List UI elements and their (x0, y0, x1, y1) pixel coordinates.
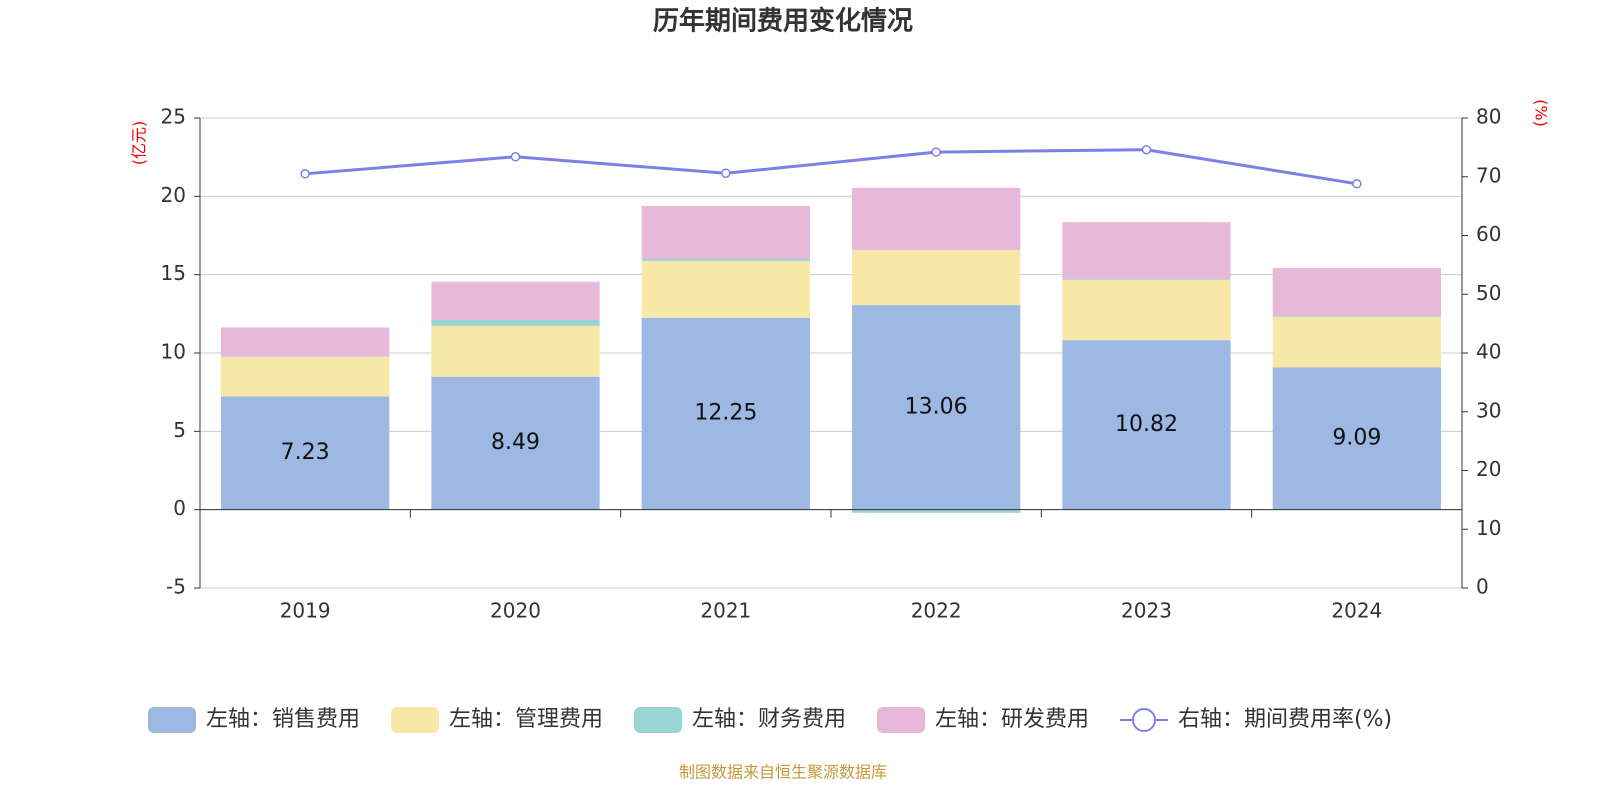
data-label: 7.23 (281, 440, 330, 465)
bar-segment (1272, 268, 1441, 317)
legend-label: 左轴：管理费用 (449, 707, 603, 732)
y2-tick-label: 40 (1476, 340, 1501, 364)
bar-segment (221, 327, 390, 357)
bar-segment (1062, 222, 1231, 280)
bar-segment (1272, 316, 1441, 317)
bar-segment (431, 281, 600, 320)
data-label: 9.09 (1332, 425, 1381, 450)
bar-segment (641, 259, 810, 261)
y2-tick-label: 30 (1476, 398, 1501, 422)
y-tick-label: 15 (161, 261, 186, 285)
bar-segment (1062, 279, 1231, 341)
line-point (1352, 179, 1362, 189)
y2-axis-label: (%) (1532, 99, 1551, 127)
legend-swatch (148, 707, 196, 733)
legend-label: 左轴：销售费用 (206, 707, 360, 732)
bar-segment (1272, 316, 1441, 368)
legend-swatch (634, 707, 682, 733)
legend-label: 左轴：研发费用 (935, 707, 1089, 732)
line-series (305, 148, 1358, 186)
bar-segment (641, 260, 810, 318)
x-tick-label: 2024 (1331, 599, 1382, 623)
y-axis-label: (亿元) (130, 121, 149, 166)
legend-label: 右轴：期间费用率(%) (1178, 707, 1392, 732)
y2-tick-label: 60 (1476, 222, 1501, 246)
data-label: 12.25 (694, 401, 757, 426)
line-point (721, 168, 731, 178)
source-note: 制图数据来自恒生聚源数据库 (679, 763, 887, 782)
x-tick-label: 2022 (911, 599, 962, 623)
y2-tick-label: 50 (1476, 281, 1501, 305)
chart-title: 历年期间费用变化情况 (653, 6, 913, 37)
data-label: 13.06 (905, 394, 968, 419)
line-point (931, 147, 941, 157)
bar-segment (431, 319, 600, 326)
y-tick-label: 10 (161, 340, 186, 364)
legend-marker (1132, 708, 1156, 732)
line-point (510, 152, 521, 162)
y2-tick-label: 70 (1476, 163, 1501, 187)
bar-segment (431, 376, 600, 510)
bar-segment (852, 187, 1021, 250)
data-label: 10.82 (1115, 412, 1178, 437)
legend-label: 左轴：财务费用 (692, 707, 846, 732)
line-point (1141, 144, 1152, 155)
legend-swatch (877, 707, 925, 733)
bar-segment (852, 305, 1021, 510)
bar-segment (641, 317, 810, 510)
y2-tick-label: 20 (1476, 457, 1501, 481)
bar-segment (641, 205, 810, 259)
legend-swatch (391, 707, 439, 733)
bar-segment (431, 325, 600, 377)
x-tick-label: 2020 (490, 599, 541, 623)
y-tick-label: 5 (173, 418, 186, 442)
bar-segment (1062, 340, 1231, 510)
bar-segment (1062, 279, 1231, 280)
bar-segment (1272, 367, 1441, 510)
y-tick-label: 25 (161, 105, 186, 129)
y-tick-label: 20 (161, 183, 186, 207)
bar-segment (221, 356, 390, 397)
data-label: 8.49 (491, 430, 540, 455)
y-tick-label: -5 (166, 575, 186, 599)
x-tick-label: 2023 (1121, 599, 1172, 623)
bar-segment (852, 249, 1021, 306)
y2-tick-label: 80 (1476, 105, 1501, 129)
y2-tick-label: 0 (1476, 575, 1489, 599)
line-point (300, 169, 310, 179)
y2-tick-label: 10 (1476, 516, 1501, 540)
bar-segment (221, 396, 390, 510)
bar-segment (852, 509, 1021, 513)
x-tick-label: 2021 (700, 599, 751, 623)
y-tick-label: 0 (173, 496, 186, 520)
x-tick-label: 2019 (280, 599, 331, 623)
